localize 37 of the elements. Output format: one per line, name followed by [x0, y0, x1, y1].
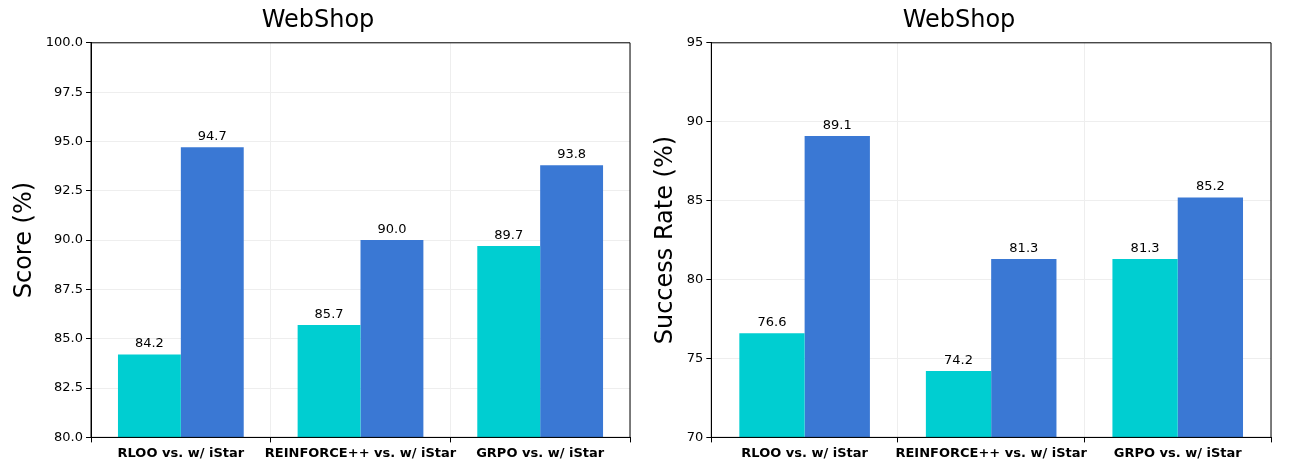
y-tick-label: 82.5: [54, 379, 84, 395]
y-tick-label: 100.0: [45, 34, 84, 50]
text: 93.8: [557, 146, 587, 161]
y-axis-title: Score (%): [8, 181, 37, 299]
y-tick-label: 95.0: [54, 132, 84, 148]
y-tick-label: 75: [686, 349, 704, 365]
y-tick-label: 87.5: [54, 280, 84, 296]
y-tick-label: 92.5: [54, 182, 84, 198]
x-tick-label: RLOO vs. w/ iStar: [117, 444, 245, 460]
y-tick-label: 80: [686, 270, 704, 286]
x-tick-label: REINFORCE++ vs. w/ iStar: [264, 444, 457, 460]
y-tick-label: 90.0: [54, 231, 84, 247]
y-tick-label: 85.0: [54, 330, 84, 346]
chart-title: WebShop: [261, 4, 375, 33]
x-tick-label: GRPO vs. w/ iStar: [1113, 444, 1243, 460]
data-label: 81.3: [1130, 239, 1160, 255]
data-label: 81.3: [1009, 239, 1039, 255]
x-tick-label: RLOO vs. w/ iStar: [741, 444, 869, 460]
y-tick-label: 95: [686, 34, 704, 50]
data-label: 85.2: [1195, 178, 1225, 194]
chart-title: WebShop: [902, 4, 1016, 33]
x-tick-label: REINFORCE++ vs. w/ iStar: [895, 444, 1088, 460]
y-tick-label: 80.0: [54, 428, 84, 444]
y-axis-title: Success Rate (%): [649, 135, 678, 345]
data-label: 76.6: [757, 314, 787, 330]
data-label: 74.2: [944, 351, 973, 367]
text: 94.7: [197, 128, 227, 144]
x-tick-label: GRPO vs. w/ iStar: [476, 444, 605, 460]
text: 84.2: [134, 335, 164, 351]
y-tick-label: 70: [686, 428, 704, 444]
text: 89.7: [494, 226, 524, 242]
text: 90.0: [377, 220, 407, 236]
y-tick-label: 90: [686, 113, 704, 129]
data-label: 89.1: [822, 116, 852, 132]
y-tick-label: 97.5: [54, 83, 84, 99]
y-tick-label: 85: [686, 192, 704, 208]
text: 85.7: [314, 305, 344, 321]
